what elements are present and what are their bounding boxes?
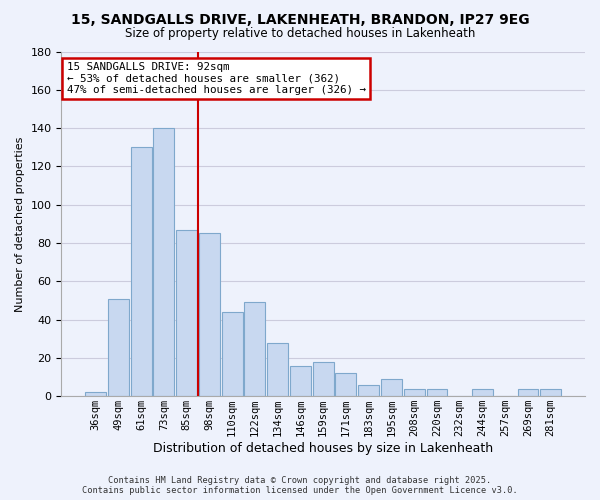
- Text: Size of property relative to detached houses in Lakenheath: Size of property relative to detached ho…: [125, 28, 475, 40]
- Bar: [108, 298, 129, 396]
- Bar: [290, 366, 311, 396]
- Bar: [154, 128, 175, 396]
- Bar: [176, 230, 197, 396]
- Bar: [267, 342, 288, 396]
- Bar: [313, 362, 334, 396]
- Bar: [85, 392, 106, 396]
- Bar: [404, 388, 425, 396]
- Text: 15 SANDGALLS DRIVE: 92sqm
← 53% of detached houses are smaller (362)
47% of semi: 15 SANDGALLS DRIVE: 92sqm ← 53% of detac…: [67, 62, 365, 95]
- Bar: [472, 388, 493, 396]
- X-axis label: Distribution of detached houses by size in Lakenheath: Distribution of detached houses by size …: [153, 442, 493, 455]
- Bar: [518, 388, 538, 396]
- Bar: [222, 312, 242, 396]
- Bar: [199, 234, 220, 396]
- Bar: [427, 388, 448, 396]
- Y-axis label: Number of detached properties: Number of detached properties: [15, 136, 25, 312]
- Bar: [244, 302, 265, 396]
- Bar: [381, 379, 402, 396]
- Text: Contains HM Land Registry data © Crown copyright and database right 2025.
Contai: Contains HM Land Registry data © Crown c…: [82, 476, 518, 495]
- Text: 15, SANDGALLS DRIVE, LAKENHEATH, BRANDON, IP27 9EG: 15, SANDGALLS DRIVE, LAKENHEATH, BRANDON…: [71, 12, 529, 26]
- Bar: [335, 373, 356, 396]
- Bar: [358, 384, 379, 396]
- Bar: [131, 147, 152, 396]
- Bar: [540, 388, 561, 396]
